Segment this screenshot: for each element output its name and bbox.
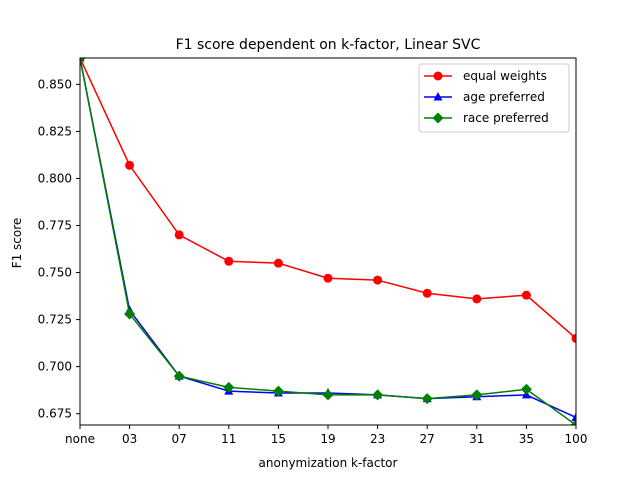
legend-label: equal weights (463, 69, 547, 83)
series-race-preferred (80, 58, 576, 425)
data-point (571, 333, 576, 343)
y-axis: 0.675 0.700 0.725 0.750 0.775 0.800 0.825 0.850 (38, 77, 80, 421)
legend-label: race preferred (463, 111, 549, 125)
x-tick-label: 03 (122, 432, 137, 446)
data-point (174, 230, 184, 240)
x-tick-label: 23 (370, 432, 385, 446)
data-point (373, 275, 383, 285)
chart-title: F1 score dependent on k-factor, Linear S… (176, 37, 481, 53)
y-axis-label: F1 score (10, 218, 24, 269)
data-point (273, 258, 283, 268)
data-point (173, 370, 185, 382)
data-point (272, 385, 284, 397)
legend: equal weights age preferred race preferred (418, 63, 570, 133)
y-tick-label: 0.850 (38, 77, 72, 91)
y-tick-label: 0.675 (38, 407, 72, 421)
data-point (323, 273, 333, 283)
y-tick-label: 0.725 (38, 313, 72, 327)
legend-marker (432, 112, 444, 124)
y-tick-label: 0.825 (38, 124, 72, 138)
x-tick-label: none (65, 432, 95, 446)
data-point (570, 419, 576, 425)
x-tick-label: 35 (519, 432, 534, 446)
x-axis-label: anonymization k-factor (259, 456, 398, 470)
x-tick-label: 19 (320, 432, 335, 446)
data-point (471, 389, 483, 401)
legend-item: age preferred (424, 90, 545, 104)
y-tick-label: 0.700 (38, 360, 72, 374)
data-point (125, 160, 135, 170)
x-tick-label: 15 (271, 432, 286, 446)
data-point (520, 383, 532, 395)
data-point (472, 294, 482, 304)
data-point (223, 381, 235, 393)
data-point (571, 412, 576, 421)
x-tick-label: 27 (420, 432, 435, 446)
series-equal-weights (80, 58, 576, 343)
data-point (80, 58, 86, 64)
x-tick-label: 100 (565, 432, 588, 446)
data-point (422, 288, 432, 298)
x-tick-label: 31 (469, 432, 484, 446)
data-point (372, 389, 384, 401)
plot-frame (79, 57, 577, 426)
legend-label: age preferred (463, 90, 545, 104)
data-point (421, 393, 433, 405)
plot-area (80, 58, 576, 425)
data-point (124, 308, 136, 320)
x-tick-label: 11 (221, 432, 236, 446)
y-tick-label: 0.750 (38, 266, 72, 280)
legend-item: equal weights (424, 69, 547, 83)
legend-item: race preferred (424, 111, 549, 125)
data-point (322, 389, 334, 401)
y-tick-label: 0.800 (38, 171, 72, 185)
legend-marker (433, 71, 443, 81)
y-tick-label: 0.775 (38, 219, 72, 233)
legend-marker (433, 92, 443, 101)
legend-box (418, 63, 570, 133)
data-point (224, 256, 234, 266)
x-axis: none 03 07 11 15 19 23 27 31 35 100 (65, 425, 587, 446)
data-point (521, 290, 531, 300)
x-tick-label: 07 (172, 432, 187, 446)
